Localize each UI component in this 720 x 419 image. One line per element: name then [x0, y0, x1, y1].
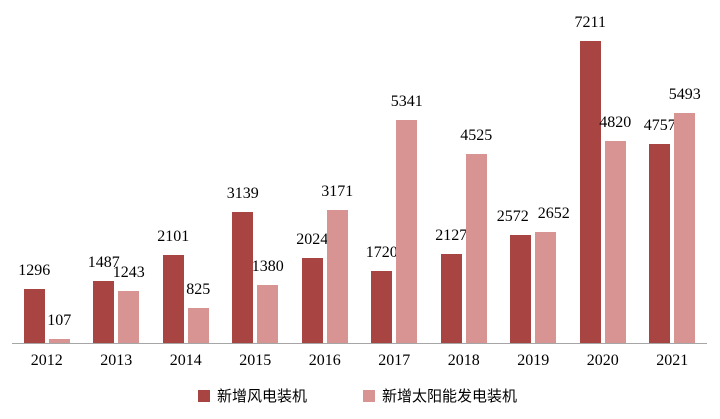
bar-value-label: 4525 — [460, 127, 493, 145]
legend-item-solar: 新增太阳能发电装机 — [363, 385, 517, 406]
bar — [649, 144, 671, 343]
bar-column: 2024 — [296, 0, 328, 343]
bar — [579, 41, 601, 343]
legend-item-wind: 新增风电装机 — [198, 385, 307, 406]
bar-group: 2024 3171 — [290, 0, 360, 343]
bar-value-label: 2101 — [157, 228, 190, 246]
bar-value-label: 107 — [47, 312, 72, 330]
bar-group: 2127 4525 — [429, 0, 499, 343]
x-axis-label: 2020 — [586, 352, 619, 369]
bar-value-label: 1243 — [112, 264, 145, 282]
bar — [604, 141, 626, 343]
legend-label-wind: 新增风电装机 — [217, 388, 308, 405]
bar-column: 7211 — [575, 0, 606, 343]
bar-value-label: 5493 — [668, 86, 701, 104]
x-axis-label: 2018 — [447, 352, 480, 369]
bar-column: 1380 — [252, 0, 284, 343]
x-axis-label: 2021 — [656, 352, 689, 369]
x-axis-label: 2016 — [308, 352, 341, 369]
bar — [187, 308, 209, 343]
bar-column: 1296 — [18, 0, 50, 343]
bar-column: 2652 — [535, 0, 570, 343]
bar-column: 4820 — [599, 0, 631, 343]
x-axis-label: 2013 — [100, 352, 133, 369]
bar-column: 4525 — [460, 0, 492, 343]
bar-value-label: 3139 — [226, 185, 259, 203]
bar-value-label: 2572 — [496, 208, 529, 226]
bar-column: 3171 — [321, 0, 353, 343]
bar-value-label: 4757 — [643, 117, 676, 135]
bar — [510, 235, 532, 343]
bar — [440, 254, 462, 343]
bar-group: 1487 1243 — [82, 0, 152, 343]
bar-column: 2101 — [157, 0, 189, 343]
bar-group: 1296 107 — [12, 0, 82, 343]
bar — [396, 120, 418, 343]
x-axis-label: 2012 — [30, 352, 63, 369]
bar — [93, 281, 115, 343]
bar — [23, 289, 45, 343]
bar-value-label: 5341 — [390, 93, 423, 111]
bar-group: 2572 2652 — [497, 0, 570, 343]
x-axis-label: 2014 — [169, 352, 202, 369]
plot-area: 1296 107 1487 1243 2101 825 3139 1380 2024 3171 17… — [12, 0, 707, 344]
bar-value-label: 825 — [186, 281, 211, 299]
bar-column: 107 — [47, 0, 72, 343]
bar-value-label: 1487 — [87, 254, 120, 272]
bar-group: 2101 825 — [151, 0, 221, 343]
bar-column: 3139 — [227, 0, 259, 343]
bar — [371, 271, 393, 343]
bar-column: 5493 — [669, 0, 701, 343]
x-axis-labels: 2012 2013 2014 2015 2016 2017 2018 2019 2020 2021 — [12, 344, 707, 370]
x-axis-label: 2017 — [378, 352, 411, 369]
bar — [162, 255, 184, 343]
bar-column: 2127 — [435, 0, 467, 343]
bar-group: 7211 4820 — [568, 0, 638, 343]
bar-column: 2572 — [497, 0, 532, 343]
bar — [257, 285, 279, 343]
legend-label-solar: 新增太阳能发电装机 — [382, 388, 518, 405]
bar-column: 1720 — [366, 0, 398, 343]
bar-value-label: 2024 — [296, 231, 329, 249]
bar-value-label: 1720 — [365, 244, 398, 262]
bar — [118, 291, 140, 343]
bar-value-label: 2127 — [435, 227, 468, 245]
bar-groups: 1296 107 1487 1243 2101 825 3139 1380 2024 3171 17… — [12, 0, 707, 343]
bar-value-label: 2652 — [537, 205, 570, 223]
bar-value-label: 4820 — [599, 114, 632, 132]
bar — [535, 232, 557, 343]
x-axis-label: 2019 — [517, 352, 550, 369]
bar-group: 4757 5493 — [638, 0, 708, 343]
bar — [465, 154, 487, 343]
bar — [326, 210, 348, 343]
bar-value-label: 3171 — [321, 183, 354, 201]
bar — [301, 258, 323, 343]
bar-column: 4757 — [644, 0, 676, 343]
bar-value-label: 1296 — [18, 262, 51, 280]
bar — [48, 339, 70, 343]
bar-group: 1720 5341 — [360, 0, 430, 343]
bar — [232, 212, 254, 343]
bar-column: 1487 — [88, 0, 120, 343]
bar-group: 3139 1380 — [221, 0, 291, 343]
bar-value-label: 7211 — [574, 14, 606, 32]
bar-column: 825 — [186, 0, 211, 343]
legend-swatch-wind — [198, 389, 210, 402]
x-axis-label: 2015 — [239, 352, 272, 369]
bar-column: 1243 — [113, 0, 145, 343]
bar — [674, 113, 696, 343]
bar-column: 5341 — [391, 0, 423, 343]
legend-swatch-solar — [363, 389, 375, 402]
bar-value-label: 1380 — [251, 258, 284, 276]
